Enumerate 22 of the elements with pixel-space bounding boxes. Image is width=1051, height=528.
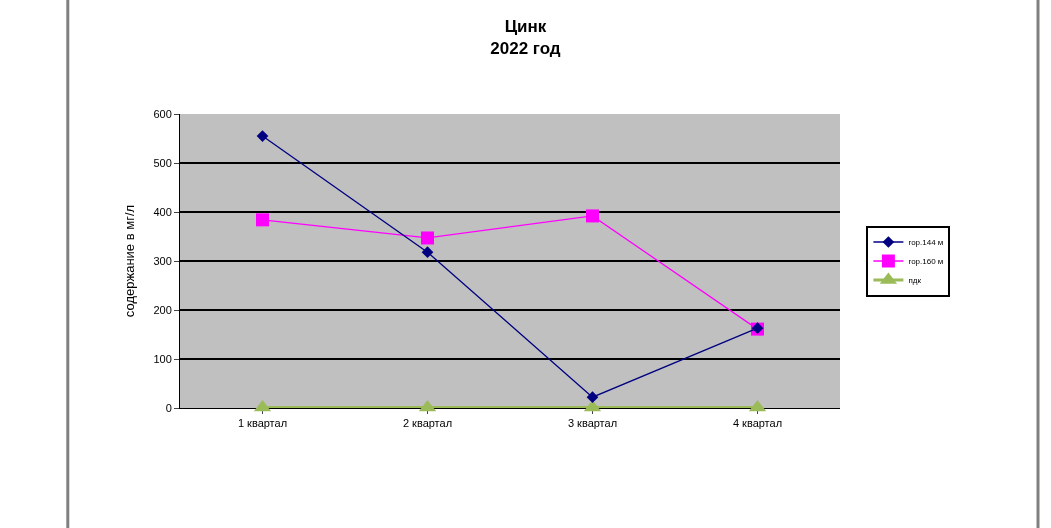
point (421, 231, 434, 245)
y-tick-label: 500 (153, 156, 172, 169)
y-axis-title: содержание в мг/л (122, 204, 138, 318)
y-tick-label: 100 (153, 352, 172, 365)
y-tick-label: 0 (165, 401, 172, 414)
point (586, 391, 599, 404)
y-tick-label: 300 (153, 254, 172, 267)
chart-title: Цинк 2022 год (490, 16, 561, 58)
y-tick-label: 200 (153, 303, 172, 316)
legend-label: гор.160 м (908, 257, 944, 267)
x-tick-label: 2 квартал (402, 417, 453, 430)
point (256, 213, 269, 227)
y-tick-label: 400 (153, 205, 172, 218)
legend-label: пдк (908, 276, 922, 286)
point (421, 246, 434, 259)
point (256, 130, 269, 142)
x-tick-label: 1 квартал (237, 417, 288, 430)
x-tick-label: 4 квартал (732, 417, 783, 430)
point (586, 209, 599, 223)
x-tick-label: 3 квартал (567, 417, 618, 430)
legend-label: гор.144 м (908, 238, 944, 248)
y-tick-label: 600 (153, 107, 172, 120)
